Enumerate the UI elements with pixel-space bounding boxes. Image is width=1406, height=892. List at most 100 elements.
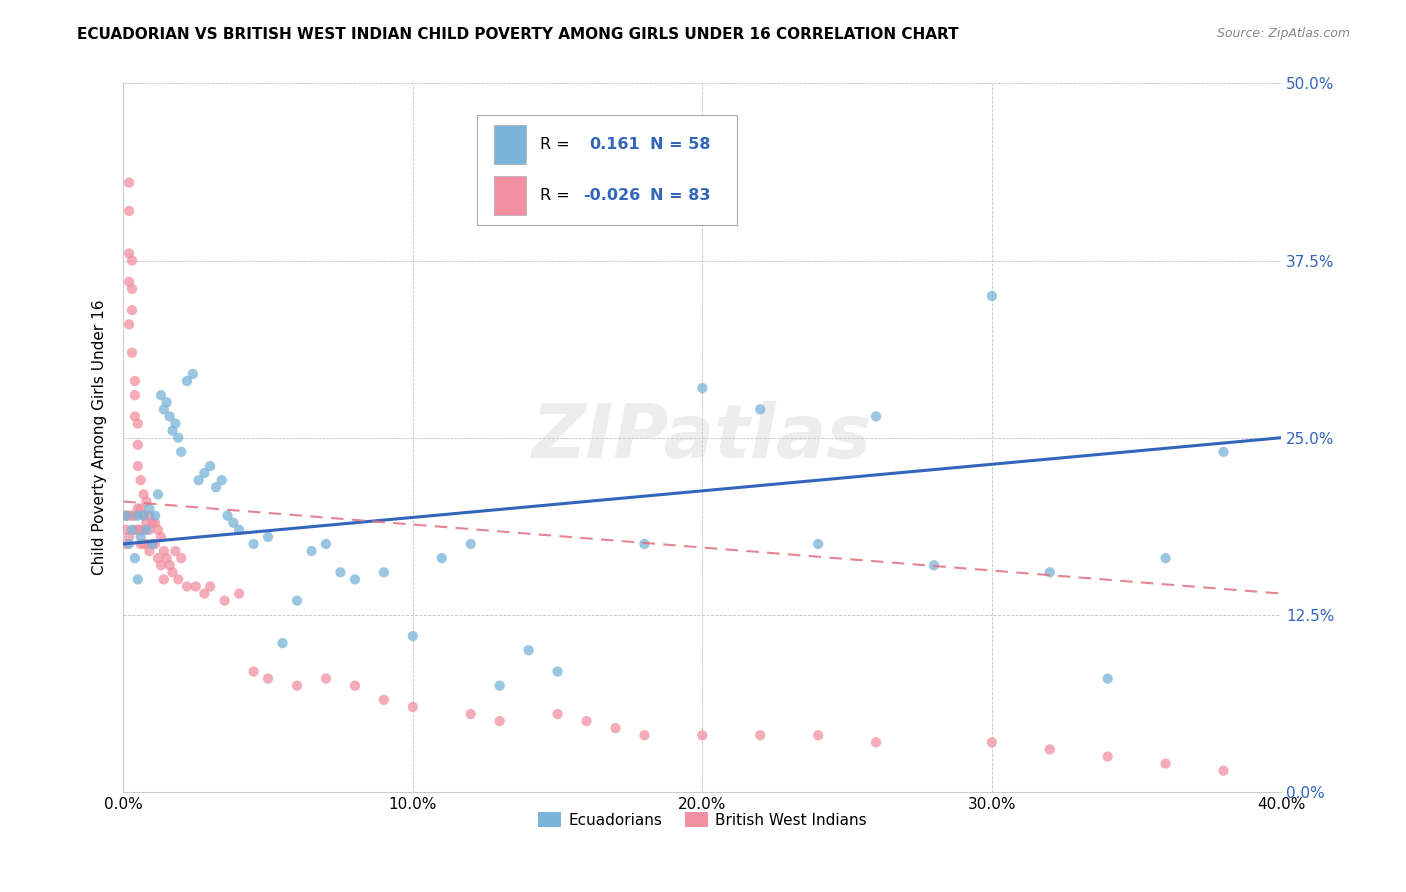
Point xyxy=(517,643,540,657)
Point xyxy=(285,679,308,693)
Point xyxy=(138,523,160,537)
Point xyxy=(749,728,772,742)
Point xyxy=(257,530,280,544)
Point xyxy=(127,417,149,431)
Point xyxy=(143,516,166,530)
Point xyxy=(146,523,169,537)
Point xyxy=(159,409,181,424)
Point xyxy=(124,409,146,424)
Point xyxy=(129,501,152,516)
Point xyxy=(132,508,155,523)
Point xyxy=(135,523,157,537)
Point xyxy=(170,551,193,566)
Point xyxy=(162,566,184,580)
Point xyxy=(242,665,264,679)
Point xyxy=(176,374,198,388)
Text: 0.161: 0.161 xyxy=(589,136,640,152)
Point xyxy=(135,537,157,551)
Point xyxy=(129,530,152,544)
Point xyxy=(127,438,149,452)
Point xyxy=(167,431,190,445)
Point xyxy=(118,537,141,551)
Point xyxy=(488,714,510,728)
Point xyxy=(315,537,337,551)
Point xyxy=(138,544,160,558)
Point xyxy=(127,523,149,537)
Point xyxy=(118,176,141,190)
Point xyxy=(633,728,655,742)
Point xyxy=(153,544,176,558)
Point xyxy=(575,714,598,728)
Point xyxy=(257,672,280,686)
Point xyxy=(460,706,482,721)
Point xyxy=(135,494,157,508)
Point xyxy=(127,508,149,523)
Point xyxy=(181,367,204,381)
Point xyxy=(193,586,215,600)
Point xyxy=(807,728,830,742)
Point xyxy=(285,593,308,607)
Point xyxy=(187,473,209,487)
Legend: Ecuadorians, British West Indians: Ecuadorians, British West Indians xyxy=(531,805,873,834)
Point xyxy=(129,473,152,487)
Point xyxy=(132,487,155,501)
Point xyxy=(121,523,143,537)
FancyBboxPatch shape xyxy=(494,125,526,163)
Point xyxy=(205,480,228,494)
Point xyxy=(329,566,352,580)
Point xyxy=(1039,566,1062,580)
Point xyxy=(170,445,193,459)
Point xyxy=(146,551,169,566)
Point xyxy=(217,508,239,523)
Point xyxy=(1154,551,1177,566)
Point xyxy=(301,544,323,558)
Point xyxy=(167,573,190,587)
Point xyxy=(115,537,138,551)
Point xyxy=(222,516,245,530)
Point xyxy=(1097,749,1119,764)
Point xyxy=(129,523,152,537)
Point xyxy=(242,537,264,551)
Point xyxy=(430,551,453,566)
Point xyxy=(132,523,155,537)
Point xyxy=(115,523,138,537)
FancyBboxPatch shape xyxy=(494,176,526,214)
Point xyxy=(156,551,179,566)
Point xyxy=(121,303,143,318)
Point xyxy=(124,388,146,402)
Point xyxy=(193,466,215,480)
Point xyxy=(692,728,714,742)
Point xyxy=(315,672,337,686)
Point xyxy=(129,537,152,551)
Point xyxy=(460,537,482,551)
Point xyxy=(118,508,141,523)
Point xyxy=(121,508,143,523)
Point xyxy=(143,508,166,523)
Point xyxy=(153,402,176,417)
Point xyxy=(211,473,233,487)
FancyBboxPatch shape xyxy=(477,115,737,225)
Point xyxy=(124,508,146,523)
Point xyxy=(118,318,141,332)
Point xyxy=(228,523,250,537)
Text: Source: ZipAtlas.com: Source: ZipAtlas.com xyxy=(1216,27,1350,40)
Point xyxy=(922,558,945,573)
Point xyxy=(633,537,655,551)
Point xyxy=(980,289,1002,303)
Point xyxy=(143,537,166,551)
Point xyxy=(865,735,887,749)
Point xyxy=(141,537,163,551)
Point xyxy=(153,573,176,587)
Point xyxy=(343,573,366,587)
Point xyxy=(1097,672,1119,686)
Text: ZIPatlas: ZIPatlas xyxy=(533,401,872,475)
Point xyxy=(271,636,294,650)
Point xyxy=(807,537,830,551)
Point xyxy=(373,566,395,580)
Point xyxy=(138,501,160,516)
Point xyxy=(159,558,181,573)
Point xyxy=(118,275,141,289)
Point xyxy=(141,516,163,530)
Text: N = 83: N = 83 xyxy=(650,187,711,202)
Point xyxy=(488,679,510,693)
